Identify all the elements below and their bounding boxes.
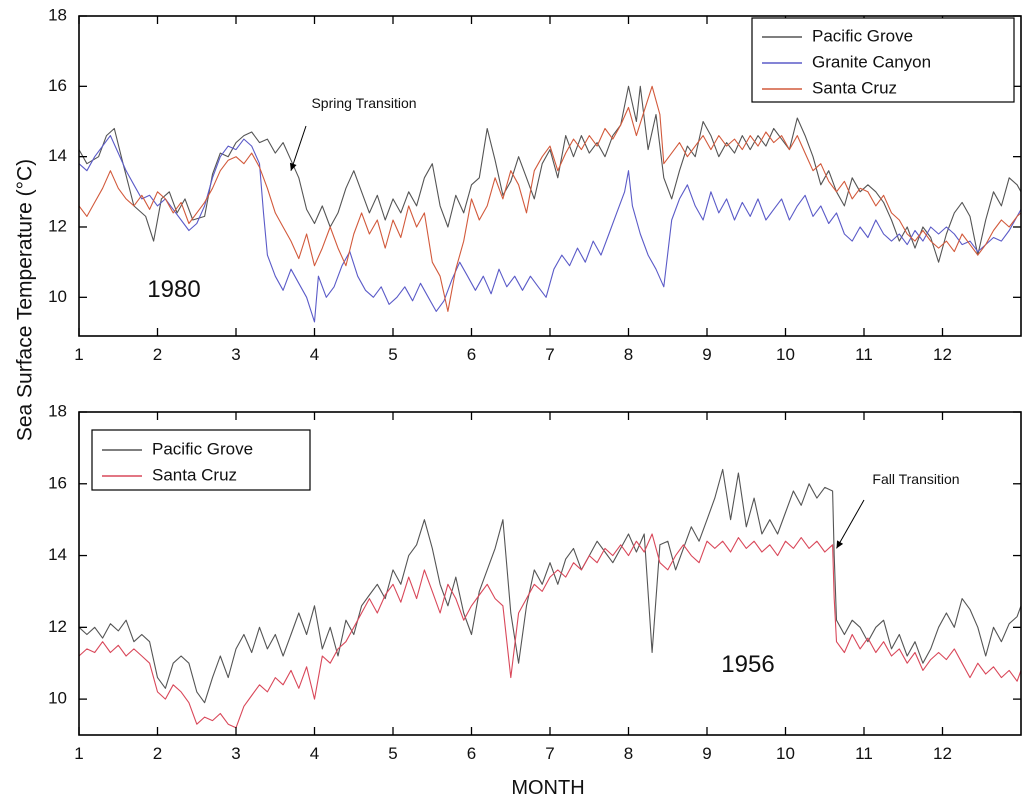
x-tick-label: 4	[310, 744, 319, 763]
x-tick-label: 10	[776, 345, 795, 364]
x-tick-label: 3	[231, 744, 240, 763]
legend-label: Pacific Grove	[152, 439, 253, 458]
y-tick-label: 16	[48, 473, 67, 492]
x-tick-label: 1	[74, 744, 83, 763]
x-tick-label: 7	[545, 744, 554, 763]
annotation-text: Fall Transition	[872, 471, 959, 487]
legend-box	[751, 17, 1015, 103]
x-tick-label: 3	[231, 345, 240, 364]
legend-box	[91, 429, 311, 491]
x-tick-label: 11	[855, 744, 873, 763]
y-axis-label: Sea Surface Temperature (°C)	[14, 159, 37, 441]
annotation-arrow	[290, 125, 307, 171]
year-label: 1980	[147, 276, 200, 303]
series-line-pacific-grove	[78, 468, 1022, 704]
y-tick-label: 12	[48, 617, 67, 636]
legend: Pacific Grove Granite Canyon Santa Cruz	[751, 17, 1015, 103]
x-tick-label: 6	[467, 744, 476, 763]
y-tick-label: 10	[48, 689, 67, 708]
y-tick-label: 14	[48, 545, 67, 564]
x-tick-label: 9	[702, 345, 711, 364]
series-line-pacific-grove	[78, 85, 1022, 263]
legend-label: Santa Cruz	[812, 78, 897, 97]
year-label: 1956	[721, 651, 774, 678]
x-tick-label: 2	[153, 744, 162, 763]
y-tick-label: 16	[48, 76, 67, 95]
series-line-santa-cruz	[78, 533, 1022, 729]
annotation-arrowhead	[289, 162, 297, 171]
y-tick-label: 18	[48, 401, 67, 420]
series-line-granite-canyon	[78, 135, 1022, 323]
x-tick-label: 5	[388, 744, 397, 763]
x-tick-label: 8	[624, 345, 633, 364]
series-line-santa-cruz	[78, 85, 1022, 312]
x-tick-label: 12	[933, 744, 952, 763]
y-tick-label: 18	[48, 5, 67, 24]
annotation-arrowhead	[836, 540, 844, 549]
x-tick-label: 9	[702, 744, 711, 763]
x-tick-label: 10	[776, 744, 795, 763]
x-tick-label: 11	[855, 345, 873, 364]
annotation-text: Spring Transition	[311, 95, 416, 111]
x-tick-label: 5	[388, 345, 397, 364]
legend-label: Santa Cruz	[152, 465, 237, 484]
y-tick-label: 14	[48, 146, 67, 165]
x-tick-label: 1	[74, 345, 83, 364]
x-axis-label: MONTH	[511, 777, 584, 799]
legend-label: Granite Canyon	[812, 52, 931, 71]
x-tick-label: 2	[153, 345, 162, 364]
legend-label: Pacific Grove	[812, 26, 913, 45]
x-tick-label: 7	[545, 345, 554, 364]
y-tick-label: 10	[48, 287, 67, 306]
x-tick-label: 8	[624, 744, 633, 763]
legend: Pacific Grove Santa Cruz	[91, 429, 311, 491]
annotation-arrow	[836, 499, 865, 549]
x-tick-label: 4	[310, 345, 319, 364]
y-tick-label: 12	[48, 216, 67, 235]
x-tick-label: 6	[467, 345, 476, 364]
x-tick-label: 12	[933, 345, 952, 364]
